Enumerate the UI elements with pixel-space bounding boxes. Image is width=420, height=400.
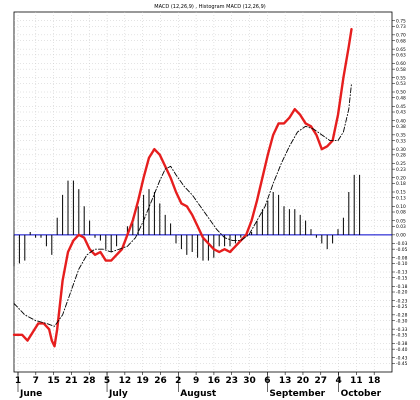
x-tick-label: 28: [83, 376, 96, 386]
y-tick-label: -0.38: [396, 341, 408, 347]
y-tick-label: 0.73: [396, 24, 406, 30]
x-tick-label: 21: [65, 376, 78, 386]
y-tick-label: 0.48: [396, 95, 406, 101]
y-tick-label: 0.68: [396, 38, 406, 44]
y-tick-label: 0.40: [396, 118, 406, 124]
y-tick-label: -0.03: [396, 241, 408, 247]
y-tick-label: 0.55: [396, 75, 406, 81]
y-tick-label: -0.43: [396, 355, 408, 361]
y-tick-label: -0.23: [396, 298, 408, 304]
x-tick-label: 18: [368, 376, 381, 386]
x-tick-label: 30: [243, 376, 256, 386]
x-tick-label: 9: [193, 376, 199, 386]
y-tick-label: -0.20: [396, 290, 408, 296]
y-tick-label: 0.50: [396, 90, 406, 96]
series-lines: [12, 27, 353, 348]
y-tick-label: 0.65: [396, 47, 406, 53]
month-label: September: [269, 389, 325, 399]
y-axis: 0.750.73 0.700.68 0.650.63 0.600.58 0.550.53…: [392, 18, 408, 367]
y-tick-label: 0.35: [396, 133, 406, 139]
y-tick-label: 0.53: [396, 81, 406, 87]
y-tick-label: 0.18: [396, 181, 406, 187]
x-tick-label: 16: [208, 376, 221, 386]
y-tick-label: 0.15: [396, 190, 406, 196]
y-tick-label: -0.33: [396, 327, 408, 333]
y-tick-label: 0.28: [396, 153, 406, 159]
y-tick-label: -0.40: [396, 347, 408, 353]
y-tick-label: 0.63: [396, 53, 406, 59]
y-tick-label: -0.13: [396, 270, 408, 276]
y-tick-label: -0.15: [396, 275, 408, 281]
x-tick-label: 7: [33, 376, 39, 386]
y-tick-label: 0.20: [396, 175, 406, 181]
x-tick-label: 15: [47, 376, 60, 386]
y-tick-label: -0.18: [396, 284, 408, 290]
y-tick-label: 0.05: [396, 218, 406, 224]
y-tick-label: 0.08: [396, 210, 406, 216]
y-tick-label: -0.35: [396, 333, 408, 339]
x-tick-label: 19: [136, 376, 149, 386]
y-tick-label: 0.33: [396, 138, 406, 144]
y-tick-label: 0.75: [396, 18, 406, 24]
x-tick-label: 26: [154, 376, 167, 386]
month-label: August: [180, 389, 217, 399]
y-tick-label: 0.70: [396, 33, 406, 39]
y-tick-label: -0.28: [396, 313, 408, 319]
y-tick-label: 0.43: [396, 110, 406, 116]
x-tick-label: 20: [297, 376, 310, 386]
x-tick-label: 13: [279, 376, 292, 386]
grid: [13, 11, 393, 373]
y-tick-label: 0.10: [396, 204, 406, 210]
histogram-bars: [13, 174, 361, 267]
y-tick-label: 0.38: [396, 124, 406, 130]
y-tick-label: 0.30: [396, 147, 406, 153]
month-label: July: [108, 389, 128, 399]
y-tick-label: -0.30: [396, 318, 408, 324]
x-tick-label: 27: [314, 376, 327, 386]
y-tick-label: -0.10: [396, 261, 408, 267]
x-tick-label: 11: [350, 376, 363, 386]
x-tick-label: 23: [225, 376, 238, 386]
series-line-signal: [13, 82, 352, 327]
y-tick-label: 0.23: [396, 167, 406, 173]
series-line-macd: [12, 27, 353, 348]
y-tick-label: 0.58: [396, 67, 406, 73]
x-tick-label: 12: [119, 376, 132, 386]
y-tick-label: 0.03: [396, 224, 406, 230]
y-tick-label: 0.25: [396, 161, 406, 167]
y-tick-label: -0.08: [396, 255, 408, 261]
y-tick-label: 0.60: [396, 61, 406, 67]
y-tick-label: 0.00: [396, 233, 406, 239]
y-tick-label: -0.45: [396, 361, 408, 367]
month-label: June: [19, 389, 42, 399]
y-tick-label: 0.45: [396, 104, 406, 110]
y-tick-label: 0.13: [396, 195, 406, 201]
chart-title: MACD (12,26,9) , Histogram MACD (12,26,9…: [154, 4, 265, 10]
y-tick-label: -0.25: [396, 304, 408, 310]
month-label: October: [341, 389, 382, 399]
y-tick-label: -0.05: [396, 247, 408, 253]
